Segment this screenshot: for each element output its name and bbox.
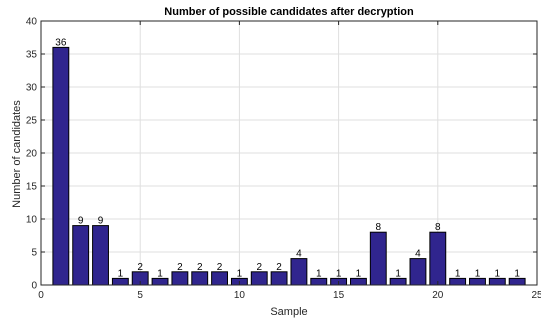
bar-sample-8	[191, 271, 209, 286]
x-tick-label: 15	[333, 290, 345, 301]
bar-sample-13	[290, 258, 308, 286]
y-tick-label: 30	[26, 83, 38, 94]
y-axis-label: Number of candidates	[11, 100, 23, 208]
data-label-sample-1: 36	[55, 37, 67, 48]
x-axis-label: Sample	[270, 306, 307, 318]
data-labels: 36 9 9 1 2 1 2 2 2 1 2 2 4 1 1 1 8 1 4 8 1 1 1 1	[55, 37, 520, 279]
bar-sample-1	[52, 46, 70, 286]
data-label-sample-21: 1	[455, 268, 461, 279]
data-label-sample-18: 1	[395, 268, 401, 279]
y-tick-label: 25	[26, 116, 38, 127]
y-tick-label: 20	[26, 149, 38, 160]
x-tick-label: 5	[137, 290, 143, 301]
x-tick-label: 20	[432, 290, 444, 301]
y-tick-label: 5	[31, 248, 37, 259]
x-tick-labels: 0 5 10 15 20 25	[38, 290, 541, 301]
bar-sample-19	[409, 258, 427, 286]
bar-sample-7	[171, 271, 189, 286]
y-tick-label: 15	[26, 182, 38, 193]
y-tick-label: 10	[26, 215, 38, 226]
data-label-sample-5: 2	[137, 262, 143, 273]
chart-title: Number of possible candidates after decr…	[164, 6, 414, 18]
data-label-sample-24: 1	[514, 268, 520, 279]
data-label-sample-23: 1	[495, 268, 501, 279]
data-label-sample-17: 8	[375, 222, 381, 233]
y-tick-labels: 0 5 10 15 20 25 30 35 40	[26, 17, 38, 292]
data-label-sample-6: 1	[157, 268, 163, 279]
data-label-sample-12: 2	[276, 262, 282, 273]
data-label-sample-2: 9	[78, 216, 84, 227]
data-label-sample-9: 2	[217, 262, 223, 273]
data-label-sample-7: 2	[177, 262, 183, 273]
y-tick-label: 35	[26, 50, 38, 61]
x-tick-label: 0	[38, 290, 44, 301]
data-label-sample-8: 2	[197, 262, 203, 273]
bar-sample-11	[250, 271, 268, 286]
y-tick-label: 0	[31, 281, 37, 292]
data-label-sample-11: 2	[256, 262, 262, 273]
axes	[40, 20, 538, 286]
data-label-sample-16: 1	[356, 268, 362, 279]
bar-sample-3	[92, 225, 109, 286]
data-label-sample-3: 9	[98, 216, 104, 227]
bar-sample-17	[369, 231, 387, 286]
data-label-sample-19: 4	[415, 249, 421, 260]
bar-sample-12	[270, 271, 288, 286]
data-label-sample-20: 8	[435, 222, 441, 233]
x-tick-label: 10	[234, 290, 246, 301]
data-label-sample-4: 1	[118, 268, 124, 279]
data-label-sample-13: 4	[296, 249, 302, 260]
data-label-sample-15: 1	[336, 268, 342, 279]
data-label-sample-10: 1	[237, 268, 243, 279]
data-label-sample-22: 1	[475, 268, 481, 279]
grid-lines	[40, 20, 538, 286]
y-tick-label: 40	[26, 17, 38, 28]
bar-sample-20	[429, 231, 447, 286]
data-label-sample-14: 1	[316, 268, 322, 279]
bar-series	[52, 46, 526, 286]
bar-sample-2	[72, 225, 90, 286]
bar-sample-9	[211, 271, 228, 286]
x-tick-label: 25	[531, 290, 541, 301]
